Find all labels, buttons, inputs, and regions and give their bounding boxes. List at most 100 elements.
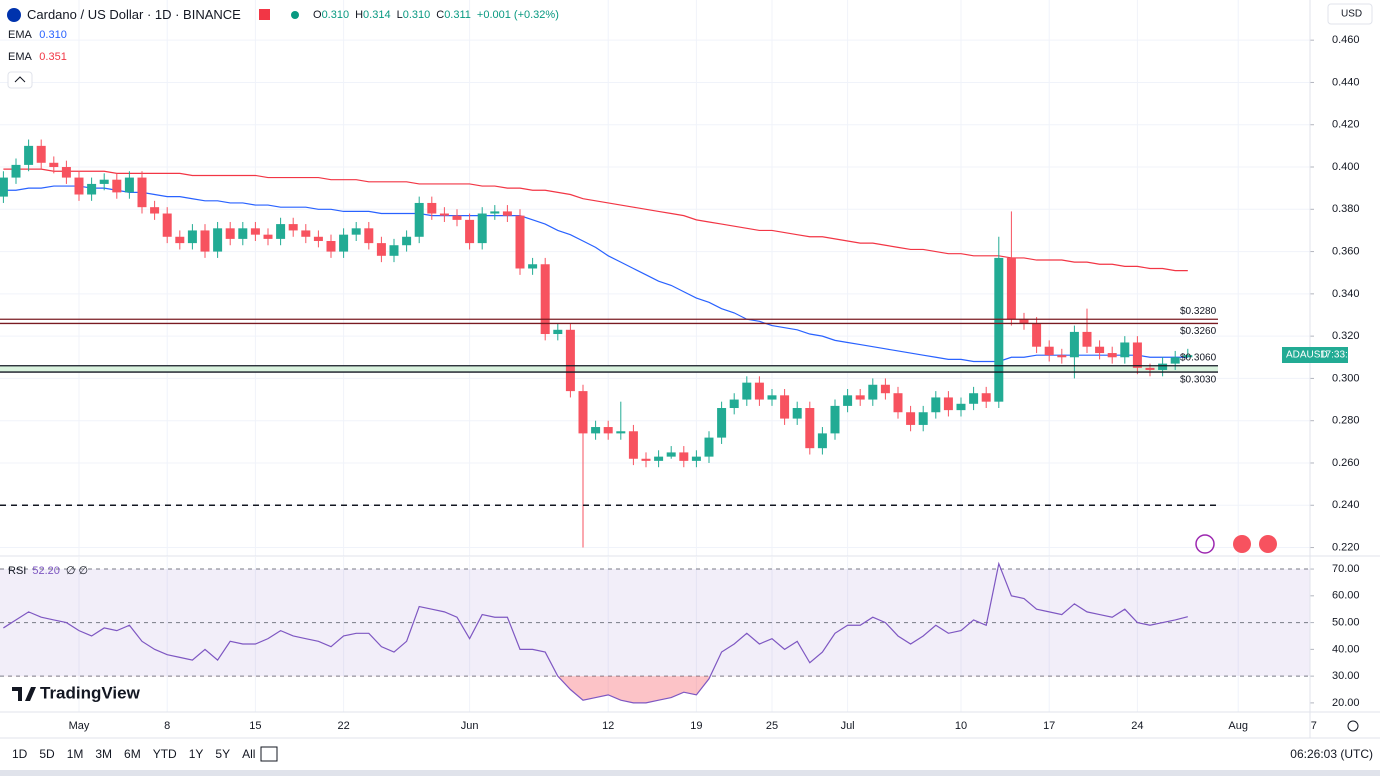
candle-body	[49, 162, 59, 168]
candle-body	[830, 405, 840, 434]
range-button[interactable]: 1Y	[189, 747, 204, 761]
candle-body	[679, 452, 689, 461]
y-tick-label: 0.320	[1332, 330, 1360, 342]
logo-icon	[12, 687, 36, 701]
ohlc-key: H	[355, 9, 364, 21]
candle-body	[87, 183, 97, 195]
flag-icon[interactable]	[259, 9, 270, 20]
y-tick-label: 0.340	[1332, 288, 1360, 300]
candle-body	[843, 395, 853, 406]
status-dot	[291, 11, 299, 19]
candle-body	[666, 452, 676, 457]
x-tick-label: 7	[1311, 720, 1317, 732]
event-icon[interactable]	[1233, 535, 1251, 553]
calendar-icon[interactable]	[260, 746, 278, 762]
range-button[interactable]: YTD	[153, 747, 177, 761]
x-tick-label: 15	[249, 720, 261, 732]
candle-body	[1120, 342, 1130, 358]
candle-body	[465, 219, 475, 244]
candle-body	[351, 228, 361, 235]
candle-body	[1069, 331, 1079, 358]
candle-body	[880, 384, 890, 394]
ema-name: EMA	[8, 51, 32, 63]
settings-icon[interactable]	[1347, 720, 1359, 732]
y-tick-label: 0.240	[1332, 499, 1360, 511]
y-tick-label: 0.380	[1332, 203, 1360, 215]
currency-button[interactable]	[1327, 3, 1373, 25]
candle-body	[893, 393, 903, 413]
range-button[interactable]: 1D	[12, 747, 28, 761]
candle-body	[805, 408, 815, 449]
axes: May 8 15 22 Jun 12 19 25 Jul 10 17 24 Aug 7 0.460 0.440…	[69, 34, 1360, 732]
candle-body	[817, 433, 827, 449]
candle-body	[439, 213, 449, 216]
candle-body	[792, 408, 802, 419]
ema-legend: EMA 0.351	[8, 51, 67, 63]
candle-body	[477, 213, 487, 244]
candle-body	[603, 427, 613, 434]
ema-value: 0.351	[39, 51, 67, 63]
event-icon[interactable]	[1195, 534, 1215, 554]
candle-body	[99, 179, 109, 184]
candle-body	[515, 215, 525, 269]
candle-body	[1082, 331, 1092, 347]
candle-body	[24, 145, 34, 165]
candle-body	[124, 177, 134, 193]
range-button[interactable]: All	[242, 747, 255, 761]
y-tick-label: 20.00	[1332, 697, 1360, 709]
range-button[interactable]: 3M	[95, 747, 112, 761]
symbol: Cardano / US Dollar · 1D · BINANCE	[27, 7, 241, 22]
candle-body	[0, 177, 8, 197]
y-tick-label: 0.400	[1332, 161, 1360, 173]
candle-body	[717, 408, 727, 438]
candle-body	[213, 228, 223, 252]
price-tag-time: 17:33:57	[1320, 350, 1359, 361]
candle-body	[906, 412, 916, 425]
price-pane: $0.3280 $0.3260 $0.3060 $0.3030	[0, 0, 1310, 556]
candle-body	[691, 456, 701, 461]
candle-body	[414, 202, 424, 237]
candle-body	[553, 329, 563, 335]
candle-body	[1044, 346, 1054, 356]
y-tick-label: 0.220	[1332, 541, 1360, 553]
candle-body	[1158, 363, 1168, 370]
ohlc-value: 0.310	[321, 9, 350, 21]
change: +0.001 (+0.32%)	[476, 9, 559, 21]
range-button[interactable]: 5D	[39, 747, 55, 761]
candle-body	[981, 393, 991, 402]
candle-body	[502, 211, 512, 216]
candle-body	[565, 329, 575, 392]
oversold-area	[3, 676, 1188, 703]
y-tick-label: 60.00	[1332, 590, 1360, 602]
candle-body	[1095, 346, 1105, 354]
candle-body	[956, 403, 966, 411]
rsi-value: 52.20	[32, 565, 60, 577]
candle-body	[540, 264, 550, 335]
y-tick-label: 0.360	[1332, 245, 1360, 257]
indicator-line	[3, 168, 1188, 272]
candle-body	[1057, 355, 1067, 358]
candle-body	[704, 437, 714, 457]
candle-body	[288, 224, 298, 231]
candle-body	[754, 382, 764, 400]
range-button[interactable]: 5Y	[215, 747, 230, 761]
candle-body	[767, 395, 777, 400]
y-tick-label: 30.00	[1332, 670, 1360, 682]
range-button[interactable]: 1M	[67, 747, 84, 761]
candle-body	[729, 399, 739, 409]
candle-body	[112, 179, 122, 193]
candle-body	[162, 213, 172, 237]
candle-body	[137, 177, 147, 208]
candle-body	[994, 257, 1004, 402]
x-tick-label: Jun	[461, 720, 479, 732]
x-tick-label: Jul	[841, 720, 855, 732]
price-tag-symbol: ADAUSD	[1286, 350, 1328, 361]
level-label: $0.3260	[1180, 326, 1217, 337]
ema-legend: EMA 0.310	[8, 29, 67, 41]
y-tick-label: 0.440	[1332, 76, 1360, 88]
range-button[interactable]: 6M	[124, 747, 141, 761]
event-icon[interactable]	[1259, 535, 1277, 553]
x-tick-label: 24	[1131, 720, 1143, 732]
candle-body	[1145, 367, 1155, 370]
collapse-button[interactable]	[7, 71, 33, 89]
